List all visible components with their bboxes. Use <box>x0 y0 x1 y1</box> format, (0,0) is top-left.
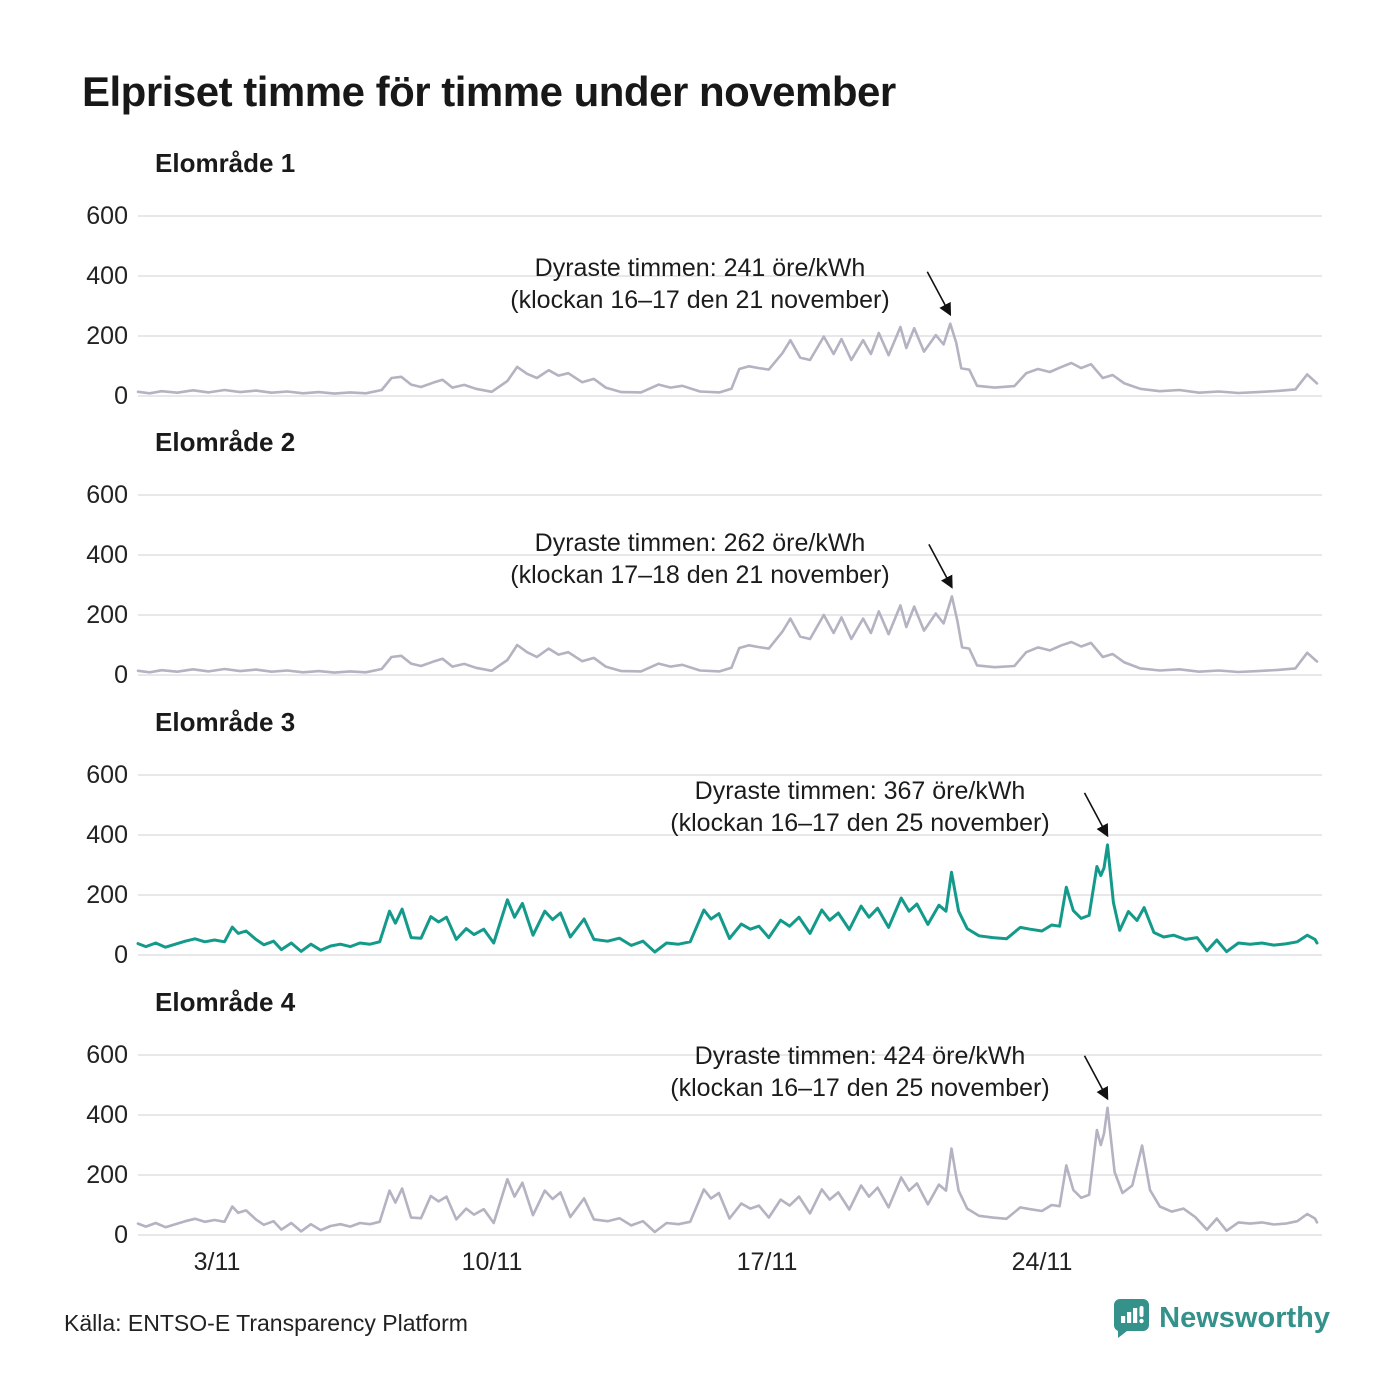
panel-elomrade-2: Elområde 2 Dyraste timmen: 262 öre/kWh (… <box>0 425 1400 693</box>
panel-title: Elområde 3 <box>155 707 296 737</box>
source-credit: Källa: ENTSO-E Transparency Platform <box>64 1310 468 1336</box>
panel-elomrade-4: Elområde 4 Dyraste timmen: 424 öre/kWh (… <box>0 985 1400 1253</box>
y-tick-label: 600 <box>86 761 128 789</box>
peak-annotation: Dyraste timmen: 424 öre/kWh (klockan 16–… <box>600 1040 1120 1104</box>
y-tick-label: 400 <box>86 1101 128 1129</box>
y-tick-label: 400 <box>86 821 128 849</box>
x-axis-label: 17/11 <box>736 1248 798 1276</box>
y-tick-label: 0 <box>114 1221 128 1249</box>
peak-annotation: Dyraste timmen: 367 öre/kWh (klockan 16–… <box>600 775 1120 839</box>
x-axis-label: 3/11 <box>193 1248 241 1276</box>
panel-title: Elområde 1 <box>155 148 296 178</box>
panel-elomrade-3: Elområde 3 Dyraste timmen: 367 öre/kWh (… <box>0 705 1400 973</box>
panel-title: Elområde 2 <box>155 427 296 457</box>
annotation-line2: (klockan 16–17 den 25 november) <box>670 809 1050 837</box>
y-tick-label: 200 <box>86 881 128 909</box>
newsworthy-logo-icon <box>1113 1298 1150 1338</box>
annotation-line2: (klockan 16–17 den 25 november) <box>670 1074 1050 1102</box>
annotation-line1: Dyraste timmen: 262 öre/kWh <box>534 529 866 557</box>
brand-link[interactable]: Newsworthy <box>1113 1298 1330 1338</box>
y-tick-label: 600 <box>86 202 128 230</box>
y-tick-label: 0 <box>114 661 128 689</box>
page-title: Elpriset timme för timme under november <box>82 68 896 115</box>
y-tick-label: 600 <box>86 1041 128 1069</box>
peak-annotation: Dyraste timmen: 241 öre/kWh (klockan 16–… <box>440 252 960 316</box>
y-tick-label: 200 <box>86 322 128 350</box>
annotation-line1: Dyraste timmen: 367 öre/kWh <box>694 777 1026 805</box>
brand-wordmark: Newsworthy <box>1159 1301 1330 1334</box>
x-axis-label: 10/11 <box>461 1248 523 1276</box>
panel-title: Elområde 4 <box>155 987 296 1017</box>
y-tick-label: 400 <box>86 262 128 290</box>
y-tick-label: 0 <box>114 382 128 410</box>
y-tick-label: 600 <box>86 481 128 509</box>
y-tick-label: 200 <box>86 601 128 629</box>
annotation-line2: (klockan 16–17 den 21 november) <box>510 286 890 314</box>
x-axis-label: 24/11 <box>1011 1248 1073 1276</box>
peak-annotation: Dyraste timmen: 262 öre/kWh (klockan 17–… <box>440 527 960 591</box>
annotation-line1: Dyraste timmen: 424 öre/kWh <box>694 1042 1026 1070</box>
y-tick-label: 200 <box>86 1161 128 1189</box>
panel-elomrade-1: Elområde 1 Dyraste timmen: 241 öre/kWh (… <box>0 146 1400 414</box>
y-tick-label: 400 <box>86 541 128 569</box>
annotation-line1: Dyraste timmen: 241 öre/kWh <box>534 254 866 282</box>
annotation-line2: (klockan 17–18 den 21 november) <box>510 561 890 589</box>
y-tick-label: 0 <box>114 941 128 969</box>
